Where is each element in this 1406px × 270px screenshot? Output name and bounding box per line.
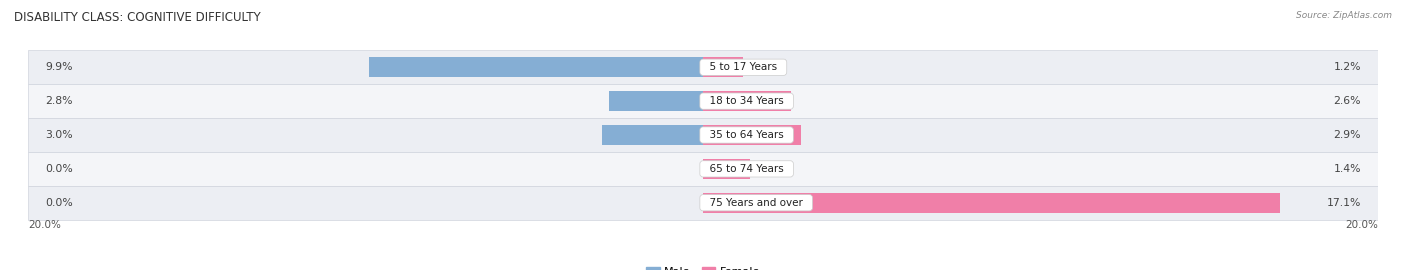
Text: 18 to 34 Years: 18 to 34 Years bbox=[703, 96, 790, 106]
Bar bbox=[368, 58, 703, 77]
Text: 9.9%: 9.9% bbox=[45, 62, 73, 72]
Bar bbox=[703, 125, 801, 145]
Text: 35 to 64 Years: 35 to 64 Years bbox=[703, 130, 790, 140]
Text: 2.8%: 2.8% bbox=[45, 96, 73, 106]
Bar bbox=[703, 91, 790, 111]
Text: 3.0%: 3.0% bbox=[45, 130, 73, 140]
Bar bbox=[703, 159, 751, 179]
Bar bbox=[703, 58, 744, 77]
Text: 5 to 17 Years: 5 to 17 Years bbox=[703, 62, 783, 72]
Text: 1.4%: 1.4% bbox=[1333, 164, 1361, 174]
Text: DISABILITY CLASS: COGNITIVE DIFFICULTY: DISABILITY CLASS: COGNITIVE DIFFICULTY bbox=[14, 11, 260, 24]
Text: 2.6%: 2.6% bbox=[1333, 96, 1361, 106]
Bar bbox=[28, 84, 1378, 118]
Legend: Male, Female: Male, Female bbox=[641, 263, 765, 270]
Text: 2.9%: 2.9% bbox=[1333, 130, 1361, 140]
Text: 20.0%: 20.0% bbox=[28, 220, 60, 230]
Text: 75 Years and over: 75 Years and over bbox=[703, 198, 810, 208]
Text: 17.1%: 17.1% bbox=[1327, 198, 1361, 208]
Text: 20.0%: 20.0% bbox=[1346, 220, 1378, 230]
Text: 65 to 74 Years: 65 to 74 Years bbox=[703, 164, 790, 174]
Text: 0.0%: 0.0% bbox=[45, 198, 73, 208]
Bar bbox=[28, 50, 1378, 84]
Bar bbox=[703, 193, 1279, 212]
Bar bbox=[28, 152, 1378, 186]
Text: 0.0%: 0.0% bbox=[45, 164, 73, 174]
Bar bbox=[602, 125, 703, 145]
Bar bbox=[609, 91, 703, 111]
Text: 1.2%: 1.2% bbox=[1333, 62, 1361, 72]
Bar bbox=[28, 186, 1378, 220]
Bar bbox=[28, 118, 1378, 152]
Text: Source: ZipAtlas.com: Source: ZipAtlas.com bbox=[1296, 11, 1392, 20]
